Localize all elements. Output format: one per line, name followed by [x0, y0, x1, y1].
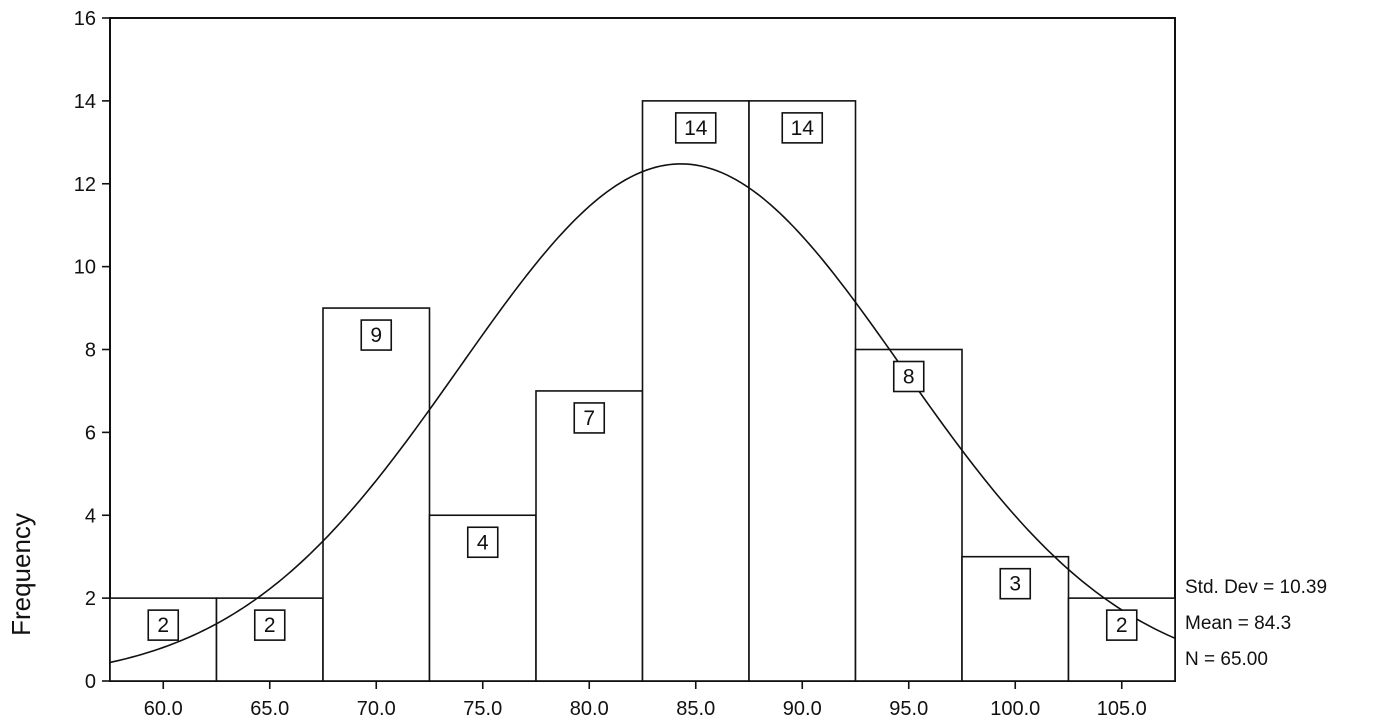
- x-tick-label: 95.0: [889, 698, 928, 720]
- data-label-box: [892, 360, 925, 393]
- y-tick-label: 6: [85, 422, 96, 444]
- histogram-bar: [641, 100, 750, 682]
- x-tick-label: 85.0: [676, 698, 715, 720]
- data-labels-group: 2 2 9 4 7 14 14 8 3 2: [147, 112, 1138, 641]
- data-label-box: [253, 609, 286, 641]
- data-label: 2: [157, 614, 169, 637]
- y-tick-label: 2: [85, 588, 96, 610]
- data-label-box: [573, 402, 606, 434]
- y-tick-label: 16: [74, 8, 96, 30]
- y-tick-label: 14: [74, 91, 96, 113]
- y-axis-label: Frequency: [6, 513, 36, 636]
- data-label-box: [999, 567, 1032, 600]
- data-label-box: [360, 319, 393, 351]
- data-label: 7: [583, 407, 595, 430]
- y-tick-label: 0: [85, 671, 96, 693]
- data-label: 2: [1116, 614, 1128, 637]
- x-tick-label: 65.0: [250, 698, 289, 720]
- normal-curve-group: [109, 163, 1176, 664]
- data-label: 2: [264, 614, 276, 637]
- data-label-box: [674, 112, 717, 144]
- histogram-bar: [535, 390, 644, 682]
- axes-group: 0 2 4 6 8 10 12 14 16 60.0 65.0 70.0 75.0 80.0 85.0 90.…: [74, 8, 1147, 720]
- data-label: 4: [477, 531, 489, 554]
- x-tick-label: 70.0: [357, 698, 396, 720]
- x-tick-label: 80.0: [570, 698, 609, 720]
- data-label-box: [147, 609, 180, 641]
- x-tick-label: 60.0: [144, 698, 183, 720]
- data-label-box: [1105, 609, 1138, 641]
- x-tick-label: 100.0: [990, 698, 1040, 720]
- x-tick-label: 90.0: [783, 698, 822, 720]
- normal-curve: [109, 163, 1176, 664]
- data-label-box: [466, 526, 499, 559]
- histogram-bar: [748, 100, 857, 682]
- stat-n: N = 65.00: [1185, 649, 1268, 670]
- data-label: 9: [370, 324, 382, 347]
- x-tick-label: 105.0: [1097, 698, 1147, 720]
- x-tick-label: 75.0: [463, 698, 502, 720]
- data-label: 3: [1009, 573, 1021, 596]
- y-tick-label: 12: [74, 174, 96, 196]
- data-label-box: [781, 112, 824, 144]
- y-tick-label: 4: [85, 505, 96, 527]
- stat-mean: Mean = 84.3: [1185, 613, 1291, 634]
- data-label: 8: [903, 366, 915, 389]
- y-tick-label: 10: [74, 257, 96, 279]
- data-label: 14: [791, 117, 815, 140]
- histogram-bar: [854, 348, 963, 682]
- stat-std-dev: Std. Dev = 10.39: [1185, 577, 1327, 598]
- histogram-bar: [322, 307, 431, 682]
- data-label: 14: [684, 117, 708, 140]
- y-tick-label: 8: [85, 340, 96, 362]
